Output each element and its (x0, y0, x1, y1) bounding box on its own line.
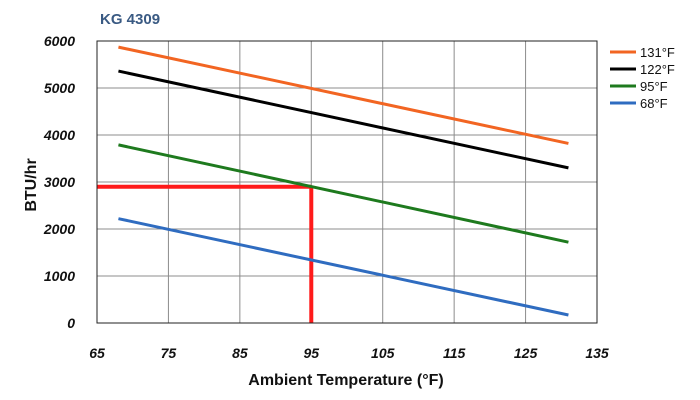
y-tick-label: 3000 (44, 174, 75, 190)
series-line (118, 45, 569, 145)
x-tick-label: 105 (371, 345, 395, 361)
legend-label: 131°F (640, 45, 675, 60)
legend-label: 122°F (640, 62, 675, 77)
x-tick-label: 115 (443, 345, 466, 361)
x-tick-label: 95 (303, 345, 319, 361)
plot-border (96, 40, 598, 324)
legend-label: 68°F (640, 96, 668, 111)
x-axis-ticks: 65 75 85 95 105 115 125 135 (89, 345, 609, 361)
x-axis-label: Ambient Temperature (°F) (248, 372, 443, 389)
y-tick-label: 6000 (44, 33, 75, 49)
reference-lines (97, 184, 314, 323)
y-tick-label: 0 (67, 315, 75, 331)
y-axis-label: BTU/hr (23, 158, 40, 211)
series-line (118, 217, 569, 317)
legend-label: 95°F (640, 79, 668, 94)
y-tick-label: 5000 (44, 80, 75, 96)
y-axis-ticks: 0 1000 2000 3000 4000 5000 6000 (43, 33, 75, 331)
legend: 131°F 122°F 95°F 68°F (610, 45, 675, 111)
x-tick-label: 85 (232, 345, 248, 361)
y-tick-label: 2000 (43, 221, 75, 237)
series-lines (118, 45, 569, 317)
chart-title: KG 4309 (100, 11, 160, 28)
x-tick-label: 125 (514, 345, 538, 361)
y-tick-label: 1000 (44, 268, 75, 284)
x-tick-label: 75 (161, 345, 177, 361)
series-line (118, 143, 569, 244)
x-tick-label: 65 (89, 345, 105, 361)
x-tick-label: 135 (585, 345, 609, 361)
y-tick-label: 4000 (43, 127, 75, 143)
grid (96, 40, 598, 324)
series-line (118, 69, 569, 170)
